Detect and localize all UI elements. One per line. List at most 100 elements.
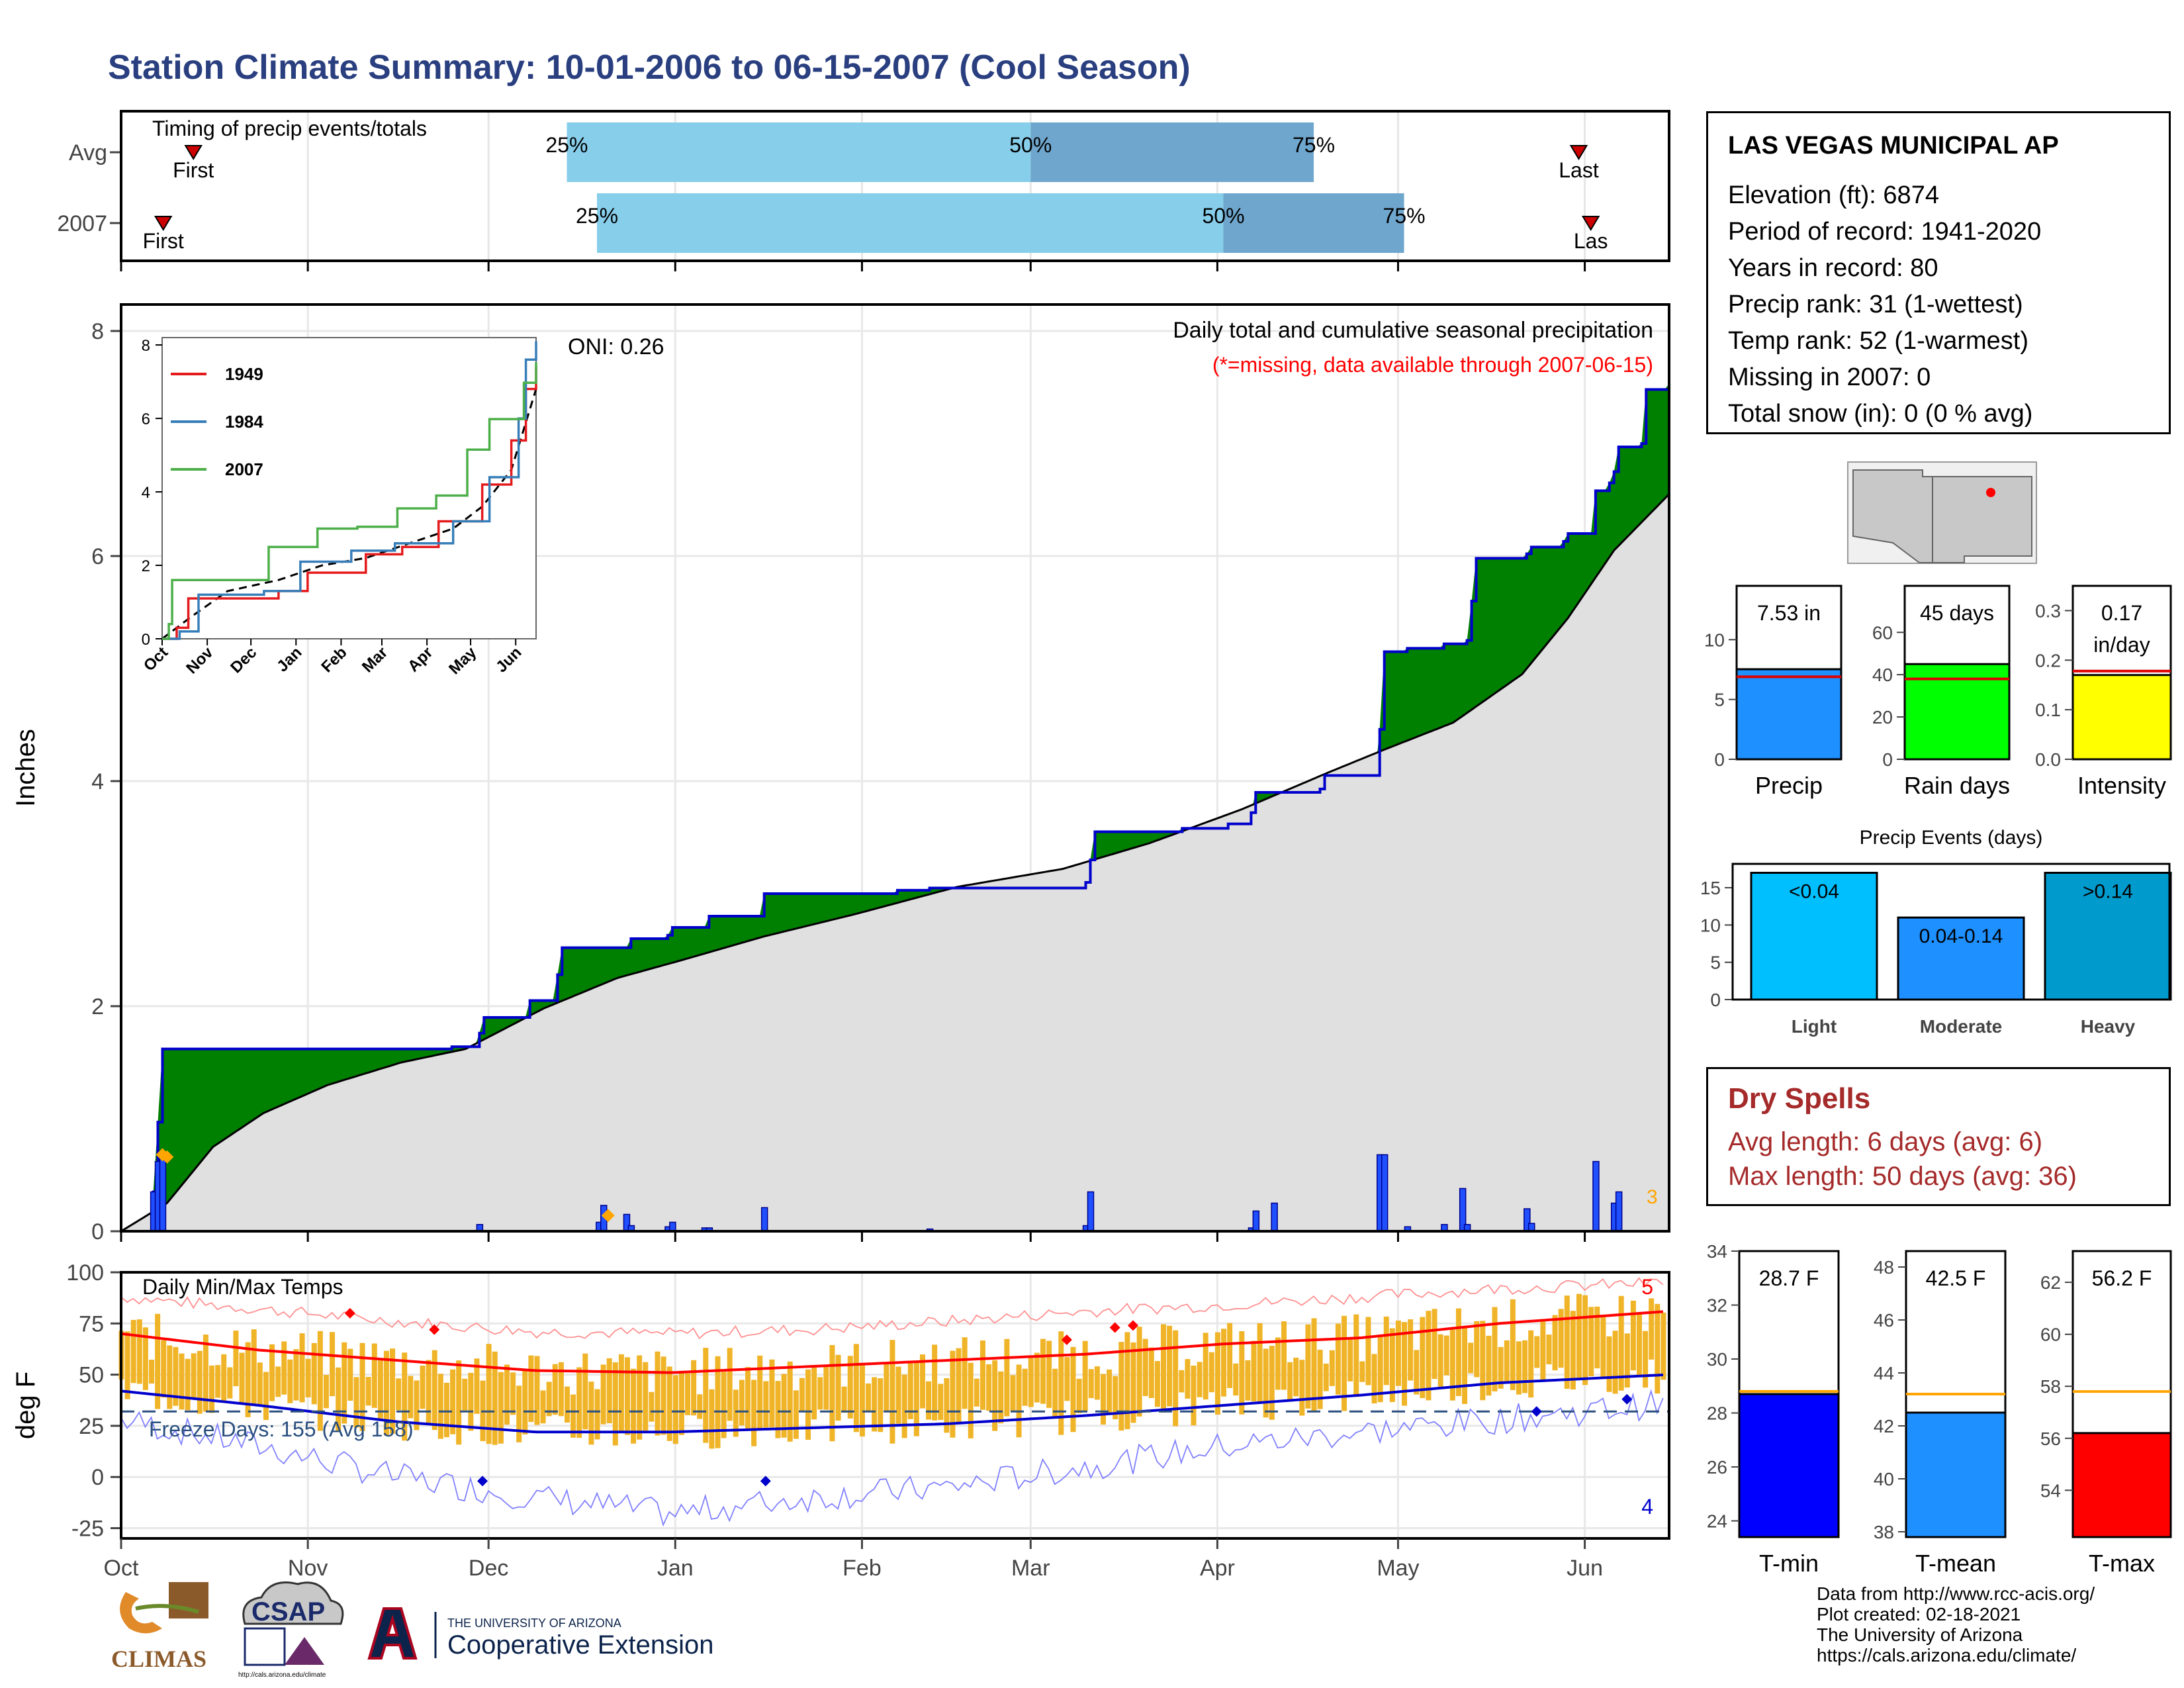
daily-temp-bar [1208,1352,1214,1393]
daily-temp-bar [594,1389,600,1440]
daily-temp-bar [1028,1358,1034,1407]
precip-summary-ytick-label: 0 [1714,749,1725,770]
daily-temp-bar [841,1386,847,1413]
daily-temp-bar [986,1364,992,1411]
timing-bar-25-50 [567,122,1031,182]
daily-temp-bar [1468,1342,1474,1374]
daily-temp-bar [371,1343,377,1408]
precip-marker-count: 3 [1647,1186,1658,1208]
daily-temp-bar [1516,1341,1522,1395]
daily-temp-bar [757,1355,763,1430]
daily-temp-bar [1606,1336,1612,1392]
daily-temp-bar [1426,1311,1432,1401]
tmax-summary-ytick-label: 62 [2040,1272,2061,1293]
station-snow: Total snow (in): 0 (0 % avg) [1728,400,2033,428]
daily-temp-bar [1046,1340,1052,1408]
precip-event-label: Light [1792,1016,1837,1037]
inset-series-1949 [162,367,537,640]
daily-temp-bar [649,1391,655,1422]
tmin-summary-ytick-label: 32 [1707,1295,1727,1316]
daily-temp-bar [546,1382,552,1417]
record-low-marker [1621,1393,1633,1405]
precip-summary-value-bar [1735,668,1843,761]
record-high-marker [1127,1320,1138,1331]
daily-temp-bar [420,1366,426,1409]
daily-temp-bar [456,1360,462,1445]
events-ytick-label: 5 [1710,953,1721,973]
inset-legend-label: 1949 [225,364,263,384]
month-tick-label: Nov [288,1556,328,1581]
daily-temp-bar [167,1345,173,1409]
daily-temp-bar [257,1362,263,1407]
climas-logo-text: CLIMAS [111,1646,206,1672]
ua-big-text: Cooperative Extension [447,1630,713,1660]
daily-temp-bar [775,1381,781,1438]
above-average-area [148,1047,466,1231]
daily-temp-bar [1510,1299,1516,1390]
daily-temp-bar [968,1362,974,1438]
timing-p75-label: 75% [1293,133,1335,157]
daily-temp-bar [1498,1346,1504,1389]
daily-temp-bar [1383,1316,1389,1385]
month-tick-label: Feb [842,1556,882,1581]
ua-logo: THE UNIVERSITY OF ARIZONA Cooperative Ex… [363,1602,747,1668]
intensity-summary-value-label: 0.17 [2101,601,2142,625]
station-missing: Missing in 2007: 0 [1728,363,1931,391]
rain-days-summary-ytick-label: 20 [1872,707,1893,727]
tmin-summary: 24 26 28 30 32 34 28.7 F T-min [1707,1241,1840,1577]
inset-panel [161,337,537,639]
daily-temp-bar [1094,1366,1100,1400]
rain-days-summary-ytick-label: 40 [1872,665,1893,685]
daily-temp-bar [1004,1338,1010,1417]
daily-temp-bar [703,1348,709,1443]
dry-spells-max: Max length: 50 days (avg: 36) [1728,1162,2077,1191]
daily-temp-bar [486,1344,492,1444]
daily-temp-bar [215,1365,221,1398]
daily-temp-bar [173,1346,179,1406]
daily-temp-bar [347,1348,353,1401]
timing-panel-label: Timing of precip events/totals [152,117,427,140]
timing-bar-25-50 [596,193,1224,253]
tmin-summary-ytick-label: 28 [1707,1403,1727,1424]
daily-temp-bar [1221,1329,1227,1397]
credit-line: The University of Arizona [1817,1624,2023,1645]
daily-temp-bar [1594,1306,1600,1369]
daily-temp-bar [1359,1361,1365,1382]
daily-temp-bar [1142,1338,1148,1397]
daily-temp-bar [866,1383,872,1413]
daily-temp-bar [498,1372,504,1444]
csap-url: http://cals.arizona.edu/climate [238,1671,326,1679]
temp-ylabel: deg F [11,1372,40,1439]
average-cumulative-line [120,493,1670,1233]
daily-temp-bar [1582,1295,1588,1385]
daily-temp-bar [624,1357,630,1435]
month-tick-label: Jan [657,1556,694,1581]
daily-temp-bar [1281,1321,1287,1390]
daily-temp-bar [504,1364,510,1425]
daily-temp-bar [811,1367,817,1420]
rain-days-summary-axis-label: Rain days [1904,772,2010,799]
daily-precip-bar [1615,1191,1623,1232]
daily-temp-bar [317,1331,323,1431]
temp-ytick-label: 100 [66,1260,104,1286]
daily-temp-bar [913,1360,919,1436]
precip-summary-ytick-label: 10 [1704,630,1725,650]
precip-summary-axis-label: Precip [1755,772,1823,799]
daily-temp-bar [227,1367,233,1399]
precip-event-value-label: 0.04-0.14 [1919,925,2003,947]
daily-temp-bar [1449,1328,1455,1401]
daily-temp-bar [1540,1319,1546,1381]
precip-summary-ytick-label: 5 [1714,690,1725,710]
daily-temp-bar [1353,1314,1359,1397]
daily-temp-bar [1167,1325,1173,1407]
record-high-marker [344,1307,355,1319]
daily-temp-bar [365,1377,371,1406]
last-event-marker [1569,145,1588,160]
precip-events-frame [1731,863,2171,1001]
daily-temp-bar [1437,1334,1443,1387]
inset-legend-label: 2007 [225,459,263,479]
intensity-summary-value-bar [2071,674,2172,761]
daily-temp-bar [1293,1357,1299,1397]
tmax-summary: 54 56 58 60 62 56.2 F T-max [2040,1250,2172,1577]
intensity-summary-ytick-label: 0.1 [2035,700,2061,720]
